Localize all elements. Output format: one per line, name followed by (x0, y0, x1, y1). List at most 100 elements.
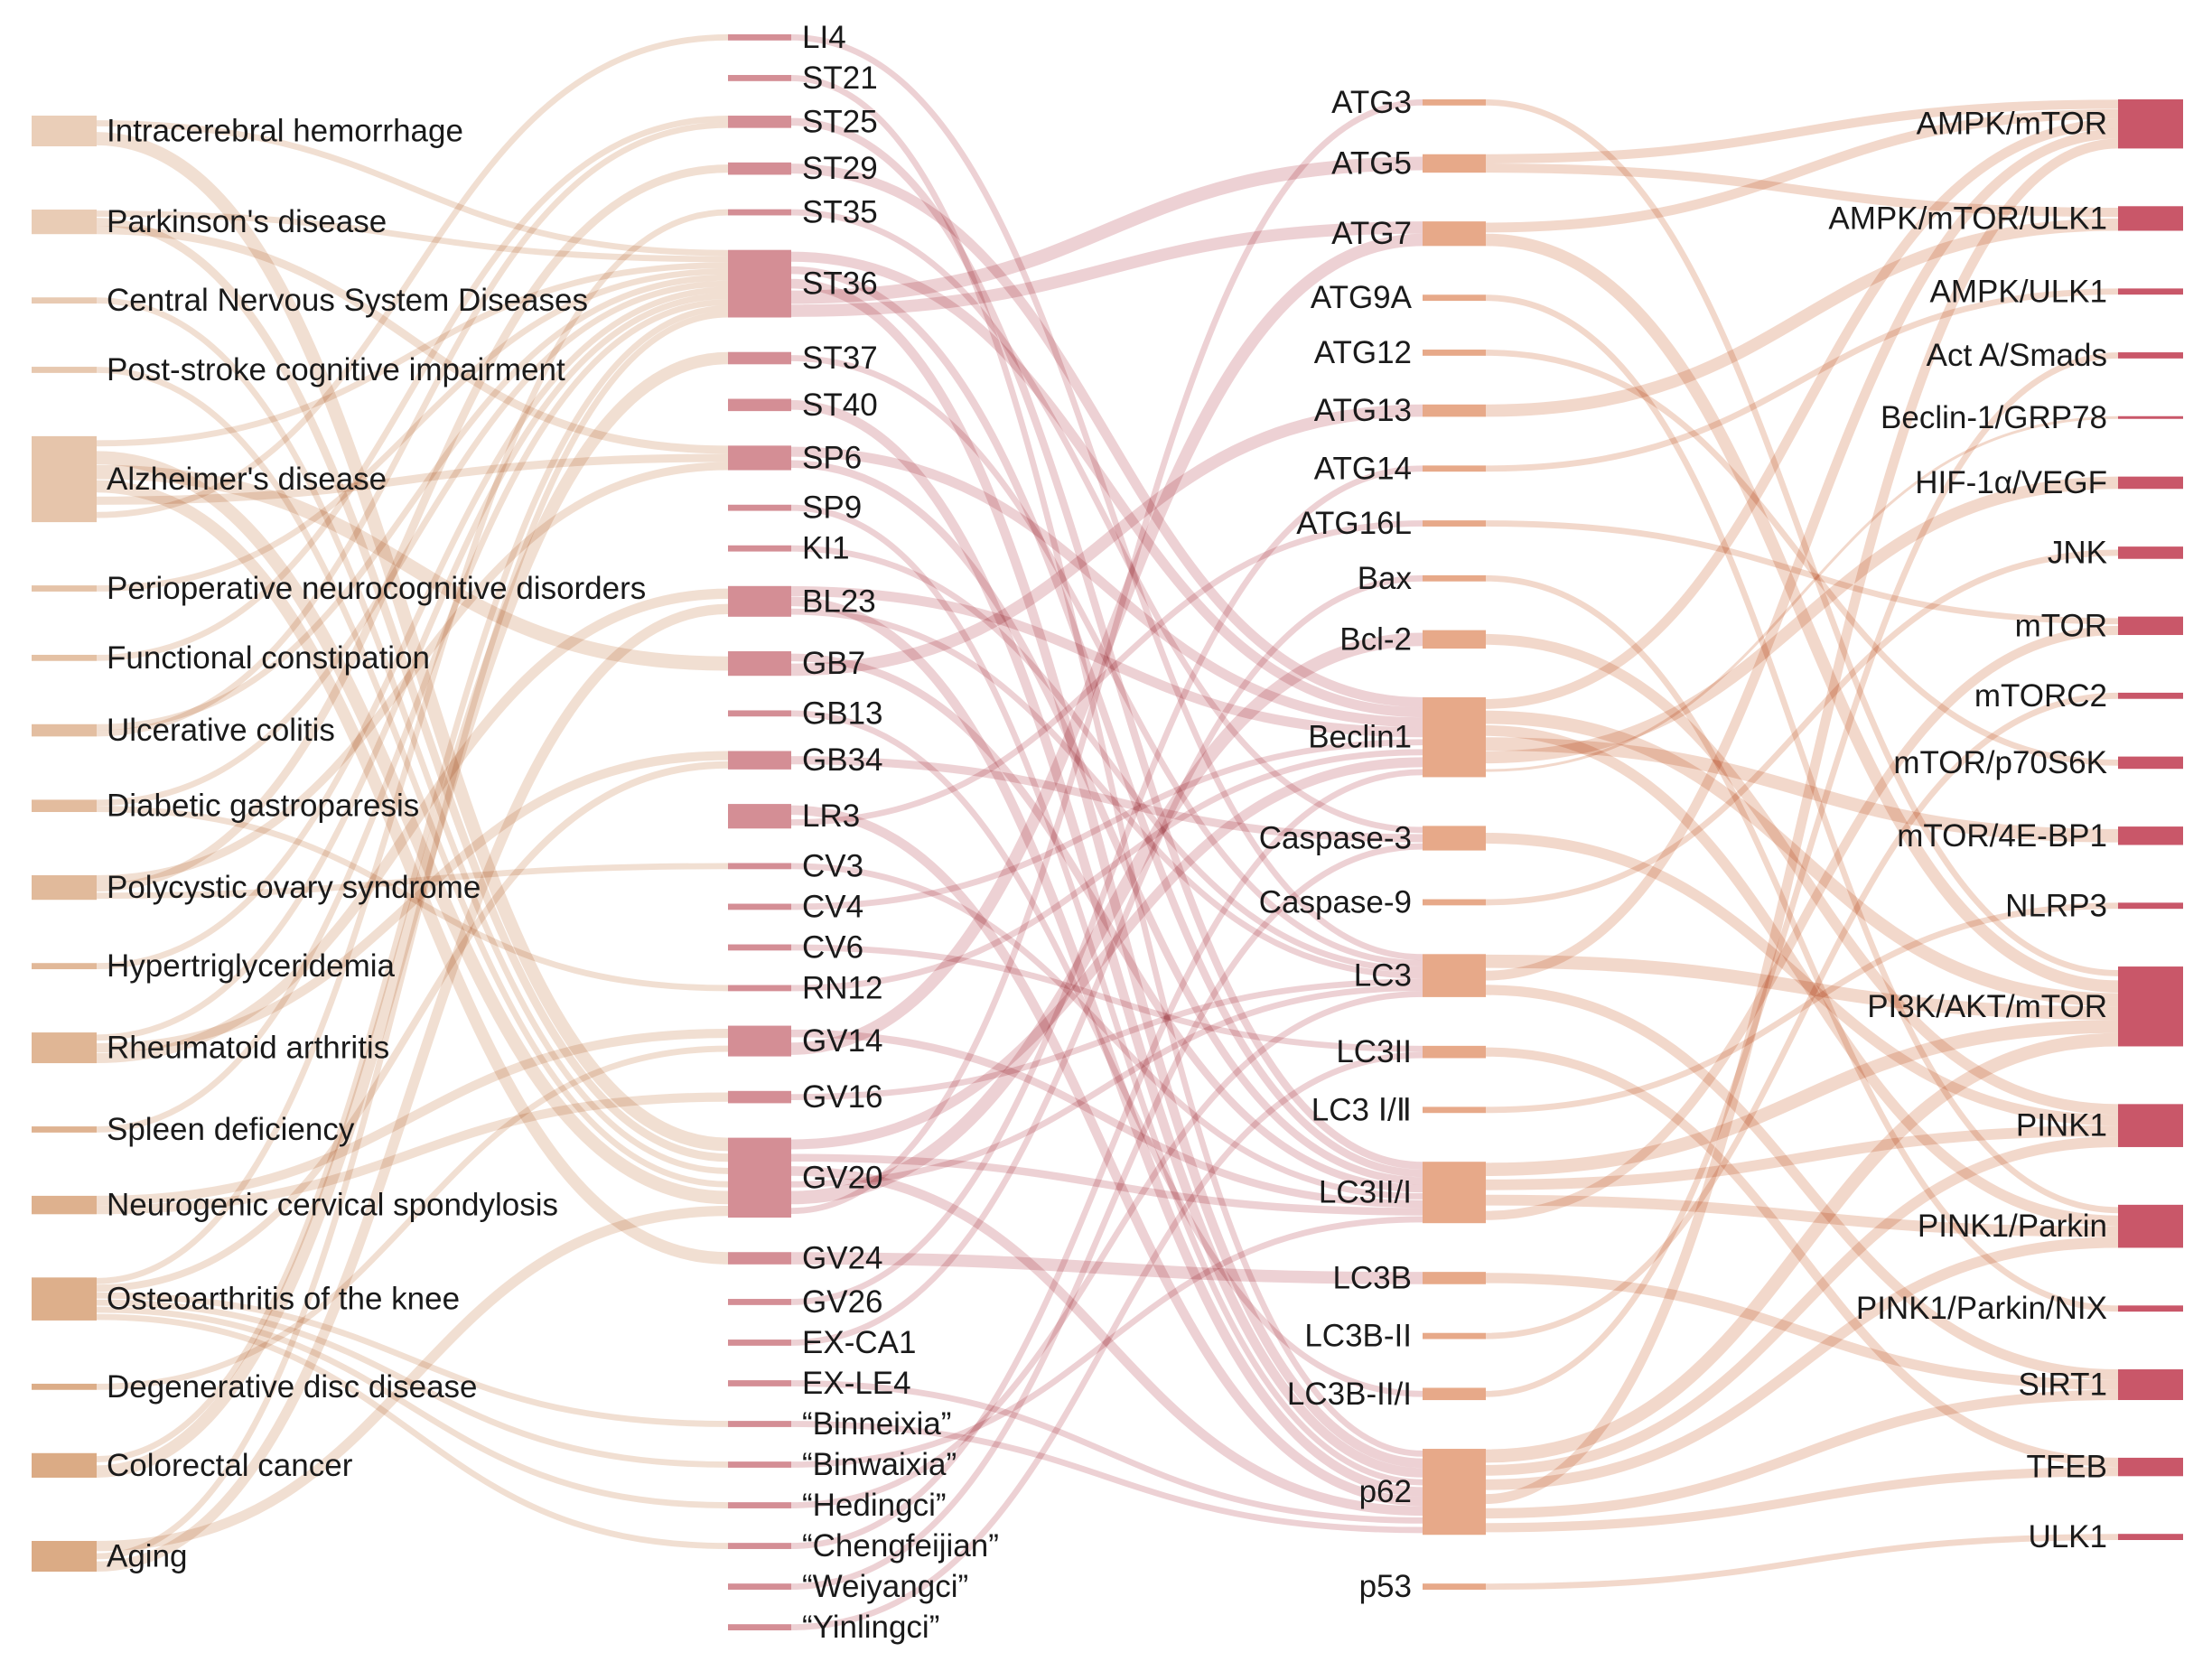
sankey-node (728, 209, 791, 216)
sankey-node-label: BL23 (802, 583, 876, 619)
sankey-link (790, 944, 1423, 1052)
sankey-node (1423, 1332, 1486, 1340)
sankey-node (2118, 1534, 2183, 1540)
sankey-node-label: ULK1 (2028, 1519, 2107, 1554)
sankey-node (728, 504, 791, 511)
sankey-node (32, 1383, 97, 1390)
sankey-node-label: p62 (1359, 1474, 1412, 1509)
sankey-node (2118, 546, 2183, 559)
sankey-link (1485, 692, 2119, 1340)
sankey-node (728, 1421, 791, 1427)
sankey-node (2118, 1369, 2183, 1401)
sankey-node (728, 903, 791, 910)
sankey-node-label: CV3 (802, 848, 863, 883)
sankey-nodes (32, 34, 2183, 1630)
sankey-link (96, 116, 729, 661)
sankey-link (790, 608, 1423, 979)
sankey-node (32, 723, 97, 737)
sankey-node (2118, 1457, 2183, 1477)
sankey-link (790, 1051, 1423, 1630)
sankey-link (1485, 737, 2119, 843)
sankey-link (790, 221, 1423, 317)
sankey-node-label: Beclin-1/GRP78 (1881, 400, 2107, 435)
sankey-link (96, 210, 729, 263)
sankey-node-label: SP6 (802, 440, 862, 475)
sankey-link (790, 209, 1423, 834)
sankey-node-label: Caspase-3 (1259, 820, 1412, 855)
sankey-link (96, 351, 729, 1478)
sankey-node-label: Act A/Smads (1927, 338, 2107, 373)
sankey-node (728, 75, 791, 81)
sankey-node (1423, 1449, 1486, 1536)
sankey-link (96, 1306, 729, 1508)
sankey-link (1485, 520, 2119, 625)
sankey-node-label: TFEB (2027, 1450, 2107, 1485)
sankey-node-label: AMPK/mTOR/ULK1 (1828, 201, 2107, 236)
sankey-node (1423, 899, 1486, 906)
sankey-node-label: ATG14 (1314, 451, 1412, 486)
sankey-node-label: “Binneixia” (802, 1406, 951, 1442)
sankey-link (1485, 138, 2119, 1505)
sankey-link (1485, 118, 2119, 709)
sankey-node (728, 1583, 791, 1590)
sankey-link (96, 120, 729, 257)
sankey-link (96, 293, 729, 1041)
sankey-link (790, 863, 1423, 1200)
sankey-node-label: LC3II (1336, 1034, 1412, 1069)
sankey-link (96, 297, 729, 1174)
sankey-link (790, 233, 1423, 1055)
sankey-node-label: ST40 (802, 387, 878, 423)
sankey-node-label: GB7 (802, 646, 865, 681)
sankey-link (96, 464, 729, 671)
sankey-link (1485, 710, 2119, 1007)
sankey-link (1485, 902, 2119, 1114)
sankey-node-label: ATG13 (1314, 393, 1412, 428)
sankey-node-label: “Binwaixia” (802, 1447, 957, 1482)
sankey-node (1423, 1162, 1486, 1224)
sankey-node-label: Beclin1 (1308, 720, 1412, 755)
sankey-node (728, 585, 791, 617)
sankey-node-label: GV16 (802, 1079, 883, 1115)
sankey-link (1485, 163, 2119, 218)
sankey-node-label: EX-CA1 (802, 1325, 916, 1360)
sankey-node-label: Functional constipation (107, 640, 430, 676)
sankey-link (96, 311, 729, 1560)
sankey-link (790, 991, 1423, 1508)
sankey-node-label: mTOR/p70S6K (1893, 745, 2107, 780)
sankey-link (1485, 1237, 2119, 1490)
sankey-node-label: LC3B-II/I (1287, 1377, 1412, 1412)
sankey-link (96, 121, 729, 737)
sankey-node (2118, 476, 2183, 490)
sankey-link (96, 1313, 729, 1549)
sankey-node (32, 210, 97, 235)
sankey-node-label: LI4 (802, 20, 846, 55)
sankey-link (96, 1205, 729, 1552)
sankey-node (32, 435, 97, 523)
sankey-node-label: CV6 (802, 929, 863, 965)
sankey-node-label: “Hedingci” (802, 1488, 947, 1523)
sankey-link (96, 304, 729, 1462)
sankey-link (96, 34, 729, 518)
sankey-node-label: LC3B-II (1304, 1319, 1412, 1354)
sankey-node-label: “Chengfeijian” (802, 1528, 999, 1564)
sankey-node-label: AMPK/ULK1 (1930, 274, 2107, 309)
sankey-link (790, 404, 1423, 677)
sankey-node-label: “Yinlingci” (802, 1610, 939, 1645)
sankey-node-label: p53 (1359, 1569, 1412, 1604)
sankey-node (2118, 1204, 2183, 1248)
sankey-node-label: ATG12 (1314, 335, 1412, 370)
sankey-node (728, 863, 791, 870)
sankey-link (96, 603, 729, 1572)
sankey-node-label: mTOR (2015, 608, 2107, 643)
sankey-node (1423, 294, 1486, 302)
sankey-node (728, 985, 791, 992)
sankey-link (1485, 218, 2119, 417)
sankey-link (1485, 352, 2119, 1397)
sankey-node-label: Central Nervous System Diseases (107, 283, 588, 318)
sankey-link (1485, 1136, 2119, 1476)
sankey-link (790, 978, 1423, 1100)
sankey-link (790, 75, 1423, 1457)
sankey-node (728, 162, 791, 175)
sankey-node (32, 585, 97, 592)
sankey-node (32, 654, 97, 661)
